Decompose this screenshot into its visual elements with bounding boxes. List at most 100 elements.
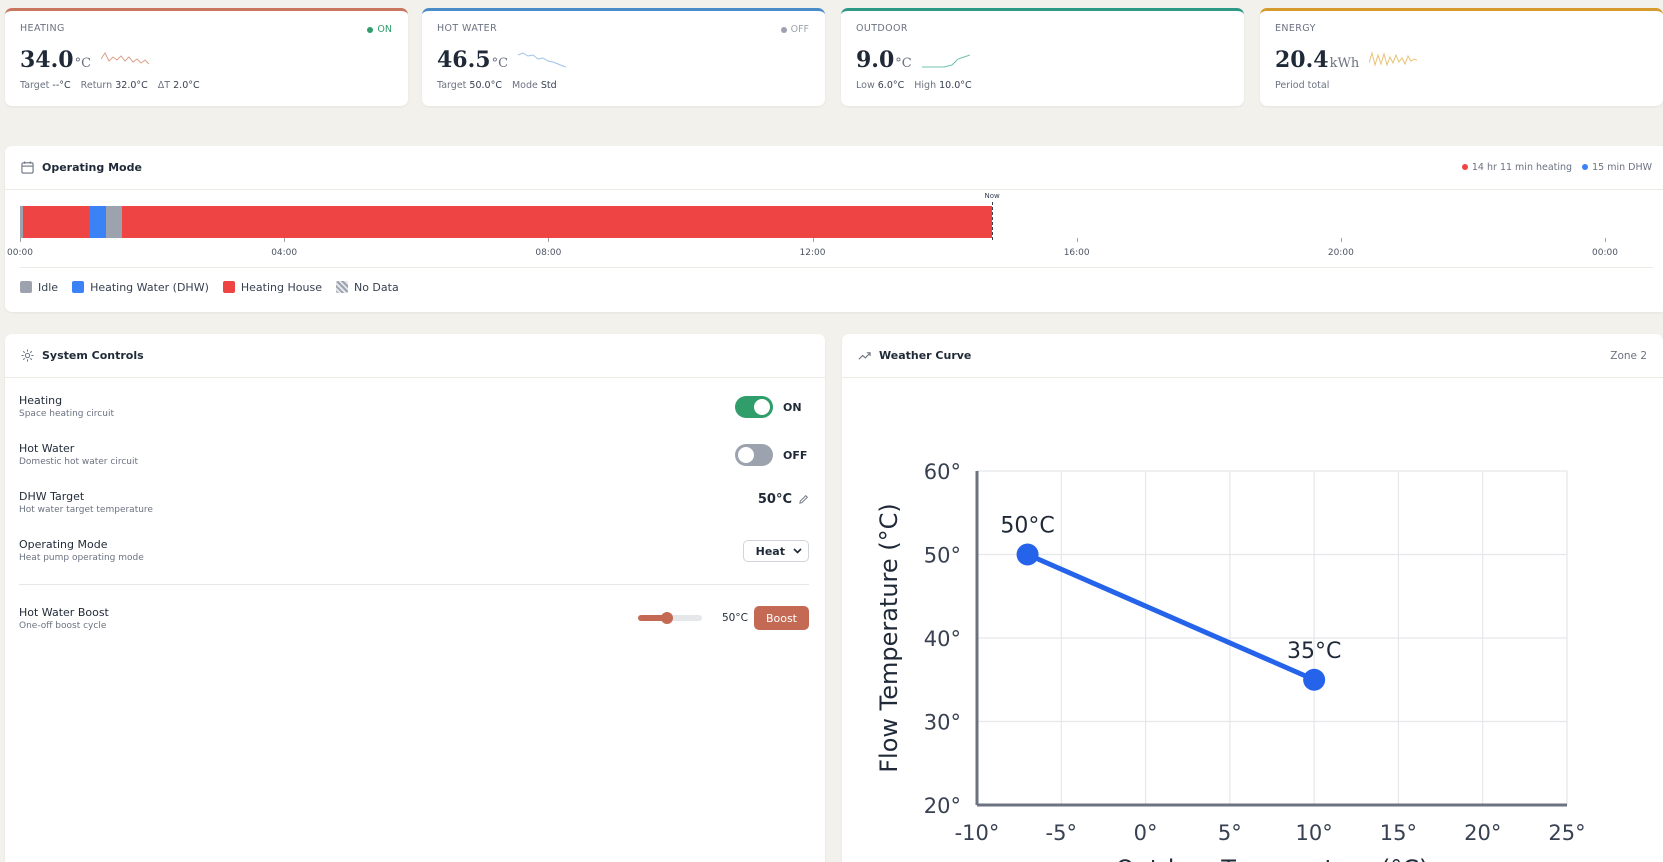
boost-temperature-slider[interactable]: [637, 612, 702, 624]
stat-sub-item: Return 32.0°C: [80, 80, 148, 91]
timeline-tick-label: 12:00: [799, 248, 826, 258]
now-marker: [992, 202, 994, 240]
stat-label: ENERGY: [1275, 23, 1316, 34]
heating-toggle[interactable]: [735, 396, 773, 418]
status-dot-icon: [780, 26, 787, 33]
sparkline-icon: [921, 54, 970, 68]
sparkline-icon: [101, 52, 150, 65]
timeline-tick-mark: [1340, 238, 1342, 242]
operating-mode-title: Operating Mode: [42, 161, 142, 174]
timeline-tick-mark: [812, 238, 814, 242]
stat-sub-item: Low 6.0°C: [856, 80, 905, 91]
x-tick-label: -5°: [1046, 821, 1077, 845]
timeline-tick-mark: [284, 238, 286, 242]
x-tick-label: 0°: [1134, 821, 1158, 845]
sparkline-icon: [1369, 51, 1418, 67]
boost-name: Hot Water Boost: [19, 606, 109, 619]
legend-item-idle: Idle: [20, 281, 58, 294]
stat-label: HEATING: [20, 23, 65, 34]
stat-status: ON: [367, 24, 392, 35]
legend-divider: [20, 267, 1653, 268]
hot-water-boost-row: Hot Water Boost One-off boost cycle 50°C…: [19, 606, 809, 642]
y-tick-label: 40°: [924, 627, 961, 651]
system-controls-card: System Controls Heating Space heating ci…: [5, 334, 825, 862]
timeline-segment-heating: [122, 206, 993, 238]
hot-water-control-row: Hot Water Domestic hot water circuit OFF: [19, 442, 809, 478]
hot-water-state: OFF: [783, 448, 808, 462]
calendar-icon: [21, 161, 34, 174]
stat-unit: °C: [491, 56, 509, 71]
dhw-summary: 15 min DHW: [1582, 162, 1652, 173]
stat-label: HOT WATER: [437, 23, 498, 34]
x-tick-label: 5°: [1218, 821, 1242, 845]
chevron-down-icon: [793, 548, 802, 554]
operating-mode-row: Operating Mode Heat pump operating mode …: [19, 538, 809, 574]
x-tick-label: 15°: [1380, 821, 1417, 845]
dhw-target-name: DHW Target: [19, 490, 85, 503]
dhw-target-row: DHW Target Hot water target temperature …: [19, 490, 809, 526]
sparkline-icon: [518, 52, 567, 68]
stat-sub-item: ΔT 2.0°C: [157, 80, 200, 91]
timeline-segment-heating: [22, 206, 90, 238]
heating-control-row: Heating Space heating circuit ON: [19, 394, 809, 430]
stat-sub-item: Target 50.0°C: [437, 80, 502, 91]
stat-unit: kWh: [1329, 56, 1360, 71]
x-tick-label: 25°: [1548, 821, 1585, 845]
mode-timeline: Now 00:00 04:00 08:00 12:00 16:00 20:00 00:00: [7, 192, 1618, 266]
dhw-target-value: 50°C: [757, 492, 792, 507]
stat-card-energy: ENERGY 20.4 kWh Period total: [1260, 8, 1663, 106]
point-label: 35°C: [1287, 639, 1341, 664]
hot-water-toggle[interactable]: [735, 444, 773, 466]
timeline-tick-mark: [1076, 238, 1078, 242]
operating-mode-card: Operating Mode 14 hr 11 min heating 15 m…: [5, 146, 1663, 312]
heating-summary: 14 hr 11 min heating: [1461, 162, 1572, 173]
operating-mode-desc: Heat pump operating mode: [19, 553, 144, 563]
stat-value: 9.0: [856, 47, 895, 73]
stat-sub-item: Mode Std: [511, 80, 557, 91]
stat-status: OFF: [780, 24, 809, 35]
y-tick-label: 50°: [924, 544, 961, 568]
stat-value: 20.4: [1275, 47, 1329, 73]
weather-curve-title: Weather Curve: [879, 349, 972, 362]
heating-state: ON: [783, 400, 802, 414]
stat-sub-item: Target --°C: [20, 80, 71, 91]
curve-point: [1016, 543, 1039, 566]
timeline-tick-mark: [20, 238, 21, 242]
stat-card-outdoor: OUTDOOR 9.0 °C Low 6.0°C High 10.0°C: [841, 8, 1244, 106]
boost-value: 50°C: [721, 612, 748, 624]
pencil-icon[interactable]: [798, 494, 809, 505]
weather-curve-card: Weather Curve Zone 2 -10° -5° 0° 5° 10° 15° 20…: [842, 334, 1663, 862]
timeline-segment-idle: [105, 206, 123, 238]
point-label: 50°C: [1000, 514, 1054, 539]
trending-up-icon: [858, 351, 871, 360]
stat-value: 46.5: [437, 47, 491, 73]
y-tick-label: 30°: [924, 711, 961, 735]
legend-item-dhw: Heating Water (DHW): [72, 281, 209, 294]
dhw-target-desc: Hot water target temperature: [19, 505, 153, 515]
hot-water-control-desc: Domestic hot water circuit: [19, 457, 139, 467]
timeline-tick-label: 00:00: [1592, 248, 1618, 258]
timeline-tick-label: 16:00: [1063, 248, 1090, 258]
x-tick-label: 20°: [1464, 821, 1501, 845]
x-tick-label: -10°: [955, 821, 1000, 845]
hot-water-control-name: Hot Water: [19, 442, 75, 455]
status-dot-icon: [367, 26, 374, 33]
operating-mode-select[interactable]: Heat: [742, 540, 809, 562]
y-tick-label: 20°: [924, 794, 961, 818]
boost-button[interactable]: Boost: [753, 606, 809, 630]
timeline-segment-dhw: [89, 206, 106, 238]
controls-divider: [19, 584, 809, 585]
timeline-tick-mark: [548, 238, 550, 242]
system-controls-title: System Controls: [42, 349, 144, 362]
stat-unit: °C: [74, 56, 92, 71]
stat-sub-item: Period total: [1275, 80, 1330, 91]
stat-sub-item: High 10.0°C: [914, 80, 972, 91]
weather-curve-chart: -10° -5° 0° 5° 10° 15° 20° 25° 20° 30° 40° 50° 60° 50…: [875, 460, 1586, 862]
timeline-segment-idle: [20, 206, 23, 238]
y-axis-label: Flow Temperature (°C): [875, 503, 903, 773]
stat-card-hot-water: HOT WATER OFF 46.5 °C Target 50.0°C Mode …: [422, 8, 825, 106]
legend-item-heating: Heating House: [222, 281, 322, 294]
x-tick-label: 10°: [1296, 821, 1333, 845]
zone-label: Zone 2: [1610, 349, 1647, 362]
gear-icon: [21, 349, 34, 362]
